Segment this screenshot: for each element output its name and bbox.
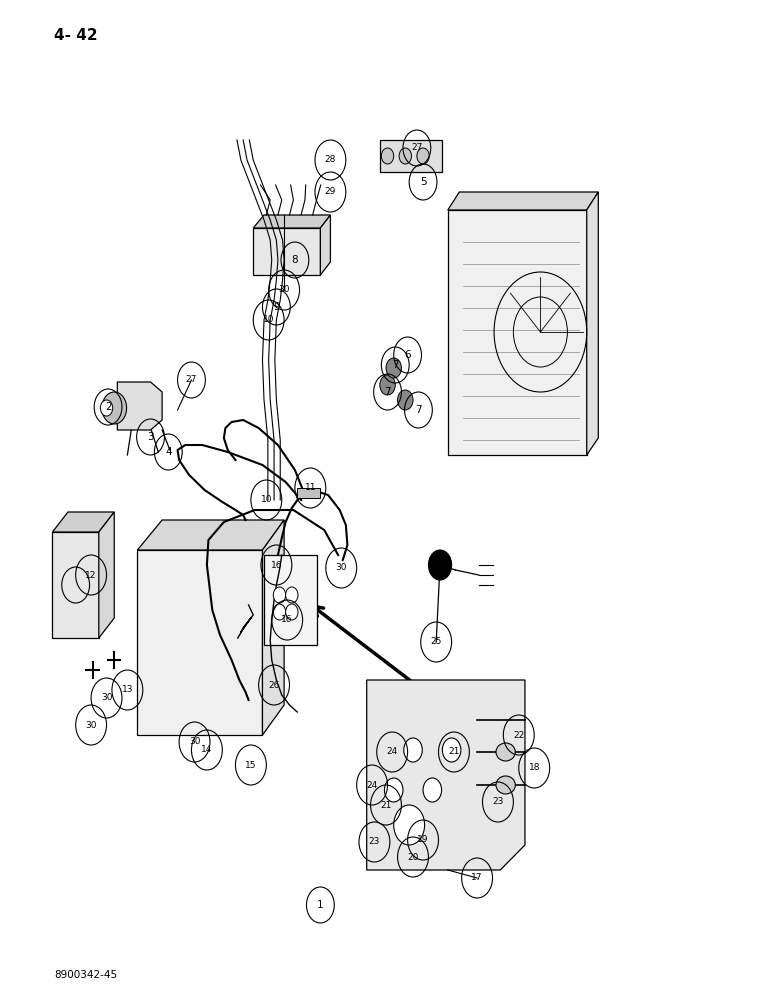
Text: 14: 14 [201, 746, 212, 754]
Polygon shape [264, 555, 317, 645]
Text: 24: 24 [367, 780, 378, 790]
Polygon shape [99, 512, 114, 638]
Circle shape [273, 587, 286, 603]
Text: 2: 2 [105, 402, 111, 412]
Polygon shape [137, 550, 262, 735]
Polygon shape [367, 680, 525, 870]
Circle shape [102, 392, 127, 424]
Text: 12: 12 [86, 570, 96, 580]
Polygon shape [137, 520, 284, 550]
Text: 7: 7 [392, 360, 398, 370]
Text: 20: 20 [408, 852, 418, 861]
Polygon shape [117, 382, 162, 430]
Circle shape [442, 738, 461, 762]
Text: 21: 21 [381, 800, 391, 810]
Text: 5: 5 [420, 177, 426, 187]
Text: 30: 30 [279, 286, 290, 294]
Text: 23: 23 [493, 798, 503, 806]
Polygon shape [52, 512, 114, 532]
Text: 4: 4 [165, 447, 171, 457]
Text: 19: 19 [418, 836, 428, 844]
Polygon shape [320, 215, 330, 275]
Text: 21: 21 [449, 748, 459, 756]
Text: 27: 27 [186, 375, 197, 384]
Circle shape [286, 587, 298, 603]
Polygon shape [380, 140, 442, 172]
Text: 15: 15 [245, 760, 256, 770]
Text: 30: 30 [86, 720, 96, 730]
Text: 11: 11 [305, 484, 316, 492]
Polygon shape [297, 488, 320, 498]
Text: 13: 13 [122, 686, 133, 694]
Circle shape [100, 400, 113, 416]
Circle shape [273, 604, 286, 620]
Circle shape [398, 390, 413, 410]
Polygon shape [262, 520, 284, 735]
Polygon shape [253, 215, 330, 228]
Text: 1: 1 [317, 900, 323, 910]
Polygon shape [448, 210, 587, 455]
Text: 10: 10 [261, 495, 272, 504]
Ellipse shape [496, 743, 516, 761]
Text: 30: 30 [101, 694, 112, 702]
Text: 29: 29 [325, 188, 336, 196]
Circle shape [423, 778, 442, 802]
Text: 30: 30 [336, 564, 347, 572]
Ellipse shape [496, 776, 516, 794]
Text: 3: 3 [147, 432, 154, 442]
Circle shape [286, 604, 298, 620]
Text: 23: 23 [369, 838, 380, 846]
Circle shape [404, 738, 422, 762]
Text: 25: 25 [431, 638, 442, 647]
Polygon shape [253, 228, 320, 275]
Text: 30: 30 [189, 738, 200, 746]
Text: 6: 6 [405, 350, 411, 360]
Polygon shape [587, 192, 598, 455]
Circle shape [384, 778, 403, 802]
Text: 26: 26 [269, 680, 279, 690]
Text: 4- 42: 4- 42 [54, 27, 98, 42]
Text: 16: 16 [282, 615, 293, 624]
Circle shape [386, 358, 401, 378]
Text: 8: 8 [292, 255, 298, 265]
Text: 24: 24 [387, 748, 398, 756]
Polygon shape [448, 192, 598, 210]
Text: 8900342-45: 8900342-45 [54, 970, 117, 980]
Text: 28: 28 [325, 155, 336, 164]
Circle shape [394, 805, 425, 845]
Text: 7: 7 [415, 405, 422, 415]
Text: 9: 9 [273, 302, 279, 312]
Circle shape [417, 148, 429, 164]
Circle shape [380, 375, 395, 395]
Text: 17: 17 [472, 874, 482, 882]
Circle shape [381, 148, 394, 164]
Text: 10: 10 [263, 316, 274, 324]
Text: 16: 16 [271, 560, 282, 570]
Text: 18: 18 [529, 764, 540, 772]
Text: 22: 22 [513, 730, 524, 740]
Circle shape [428, 550, 452, 580]
Text: 7: 7 [384, 387, 391, 397]
Text: 27: 27 [411, 143, 422, 152]
Polygon shape [52, 532, 99, 638]
Circle shape [399, 148, 411, 164]
